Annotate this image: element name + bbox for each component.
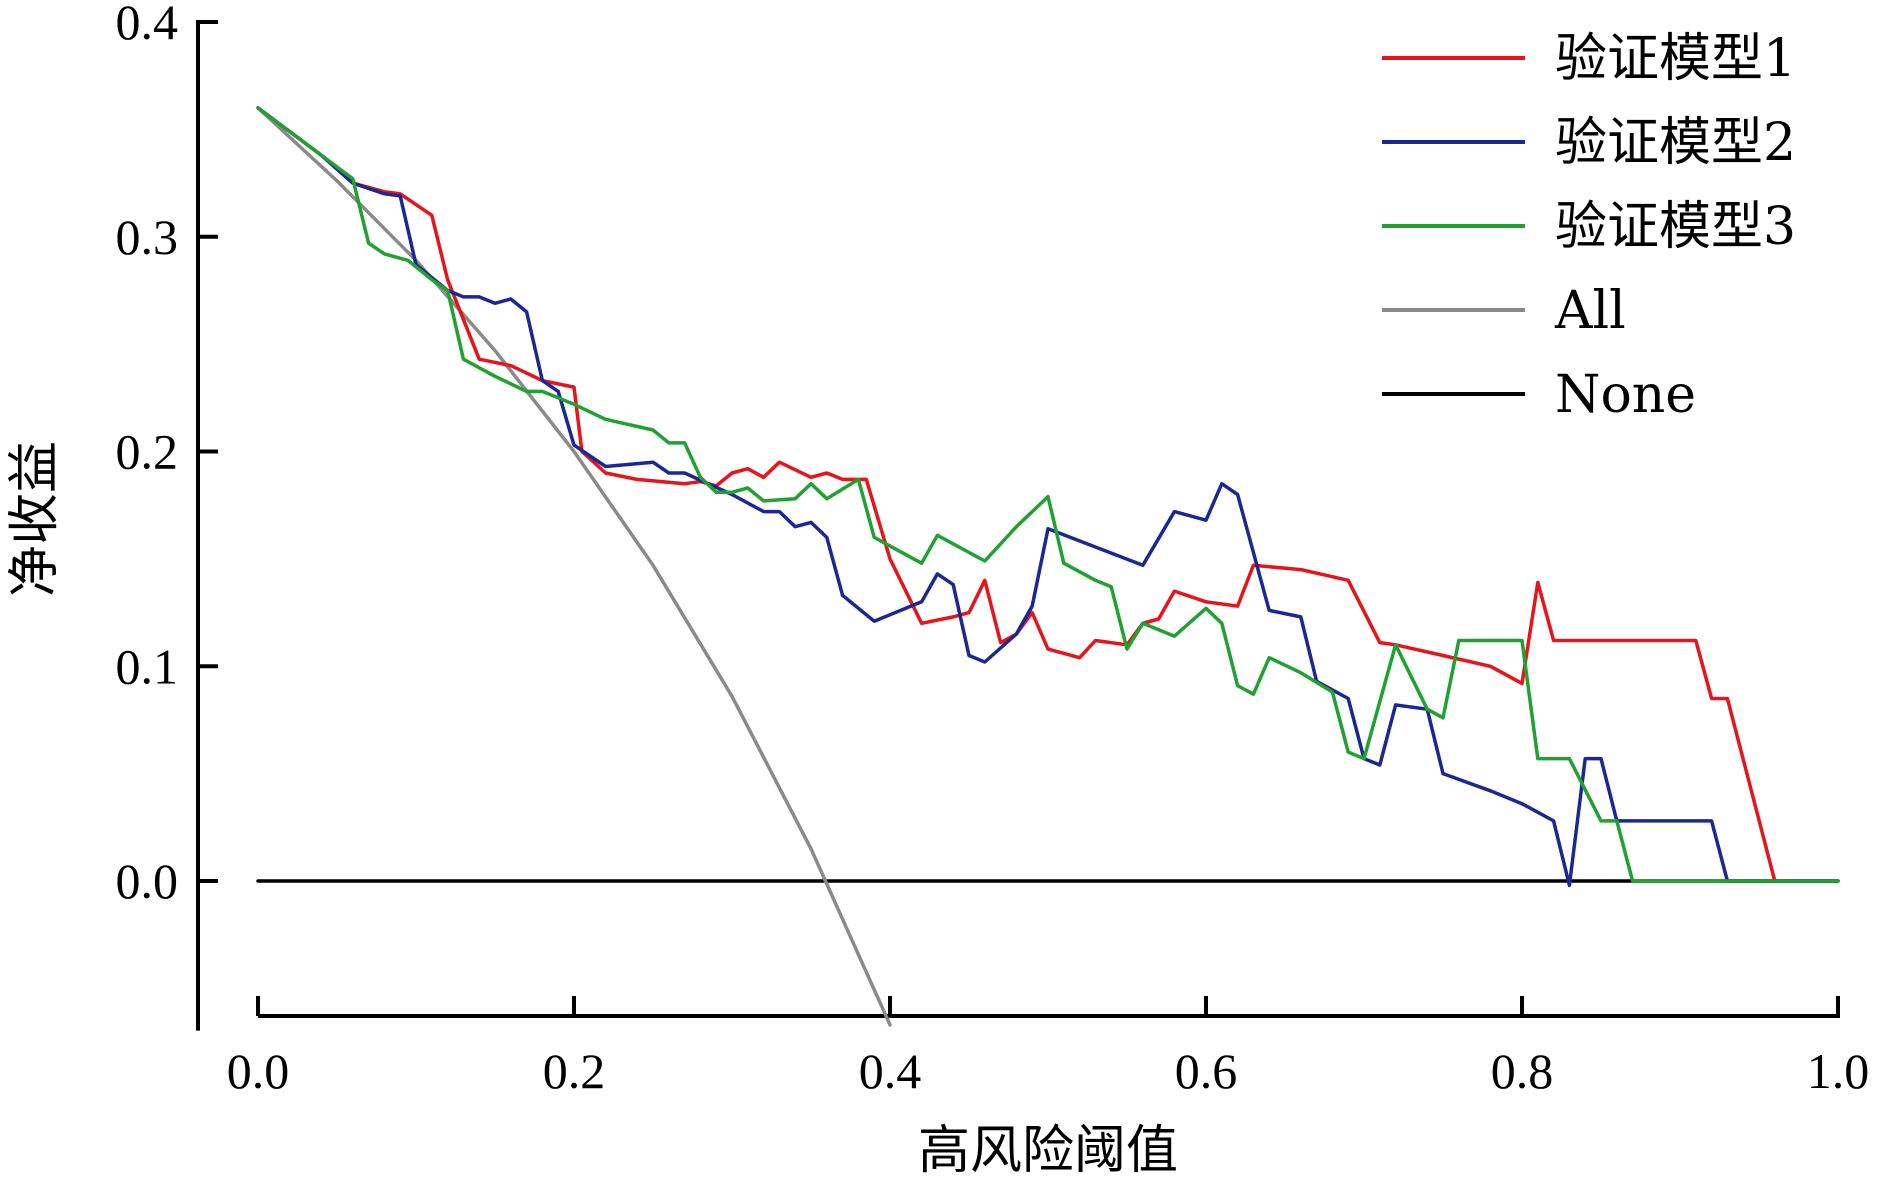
y-tick-label: 0.0 bbox=[116, 853, 179, 909]
axes: 0.0 0.1 0.2 0.3 0.4 0.0 0.2 0.4 0.6 0.8 1.0 bbox=[116, 0, 1870, 1099]
legend-label: 验证模型2 bbox=[1555, 113, 1796, 173]
series-line-3 bbox=[256, 106, 1840, 883]
series-line-4 bbox=[256, 106, 892, 1027]
legend-label: 验证模型1 bbox=[1555, 29, 1796, 89]
legend-label: 验证模型3 bbox=[1555, 197, 1796, 257]
series-line-2 bbox=[256, 106, 1840, 888]
y-tick-label: 0.3 bbox=[116, 209, 179, 265]
y-tick-label: 0.2 bbox=[116, 424, 179, 480]
x-axis-title: 高风险阈值 bbox=[918, 1121, 1178, 1181]
y-tick-label: 0.4 bbox=[116, 0, 179, 50]
x-tick-label: 0.4 bbox=[859, 1043, 922, 1099]
y-axis-title: 净收益 bbox=[5, 441, 65, 597]
x-tick-label: 0.6 bbox=[1175, 1043, 1238, 1099]
x-tick-label: 0.8 bbox=[1491, 1043, 1554, 1099]
x-tick-label: 0.0 bbox=[227, 1043, 290, 1099]
x-tick-label: 0.2 bbox=[543, 1043, 606, 1099]
series-line-1 bbox=[256, 106, 1840, 883]
y-ticks: 0.0 0.1 0.2 0.3 0.4 bbox=[116, 0, 218, 909]
plot-lines bbox=[256, 106, 1840, 1027]
legend-label: None bbox=[1555, 365, 1696, 425]
x-ticks: 0.0 0.2 0.4 0.6 0.8 1.0 bbox=[227, 996, 1870, 1099]
y-tick-label: 0.1 bbox=[116, 638, 179, 694]
legend: 验证模型1 验证模型2 验证模型3 All None bbox=[1382, 29, 1796, 425]
x-tick-label: 1.0 bbox=[1807, 1043, 1870, 1099]
legend-label: All bbox=[1554, 281, 1626, 341]
